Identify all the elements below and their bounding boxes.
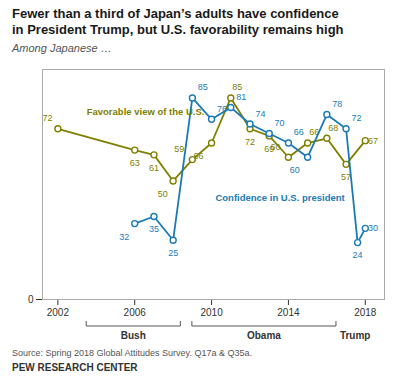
svg-text:Favorable view of the U.S.: Favorable view of the U.S. — [87, 106, 205, 117]
svg-text:69: 69 — [264, 143, 275, 154]
svg-text:Bush: Bush — [121, 330, 146, 341]
svg-text:78: 78 — [332, 99, 342, 109]
svg-text:57: 57 — [341, 172, 351, 182]
svg-text:72: 72 — [42, 113, 52, 123]
svg-text:2014: 2014 — [277, 306, 300, 317]
svg-text:68: 68 — [328, 122, 338, 132]
svg-text:74: 74 — [255, 108, 265, 118]
svg-text:2018: 2018 — [354, 306, 377, 317]
svg-text:85: 85 — [232, 81, 243, 92]
svg-text:72: 72 — [245, 136, 255, 146]
svg-text:59: 59 — [174, 144, 184, 154]
html-text:Fewer than a third of Japan’s: Fewer than a third of Japan’s adults hav… — [12, 6, 344, 38]
svg-text:50: 50 — [158, 188, 168, 198]
svg-text:66: 66 — [309, 127, 320, 137]
svg-text:Confidence in U.S. president: Confidence in U.S. president — [215, 191, 345, 202]
svg-text:81: 81 — [236, 91, 246, 101]
svg-text:70: 70 — [275, 118, 285, 128]
svg-text:72: 72 — [351, 113, 361, 123]
svg-text:67: 67 — [368, 135, 378, 145]
svg-text:76: 76 — [217, 103, 227, 113]
svg-text:66: 66 — [194, 150, 204, 160]
svg-text:66: 66 — [294, 127, 304, 137]
svg-text:2006: 2006 — [124, 306, 147, 317]
svg-text:Trump: Trump — [340, 330, 371, 341]
svg-text:60: 60 — [270, 141, 280, 151]
html-text:Source: Spring 2018 Global Att: Source: Spring 2018 Global Attitudes Sur… — [12, 347, 252, 358]
svg-text:0: 0 — [28, 293, 34, 304]
svg-text:2002: 2002 — [47, 306, 70, 317]
svg-text:Obama: Obama — [247, 330, 281, 341]
svg-text:85: 85 — [198, 82, 208, 92]
svg-text:61: 61 — [149, 162, 159, 172]
svg-text:60: 60 — [290, 165, 300, 175]
svg-text:24: 24 — [353, 250, 363, 260]
svg-text:25: 25 — [168, 248, 178, 258]
svg-text:32: 32 — [119, 231, 129, 241]
svg-text:35: 35 — [149, 224, 159, 234]
svg-text:63: 63 — [130, 157, 140, 167]
svg-text:2010: 2010 — [200, 306, 223, 317]
html-text:Among Japanese …: Among Japanese … — [12, 41, 112, 54]
html-text:PEW RESEARCH CENTER: PEW RESEARCH CENTER — [12, 361, 138, 373]
svg-text:30: 30 — [368, 223, 378, 233]
